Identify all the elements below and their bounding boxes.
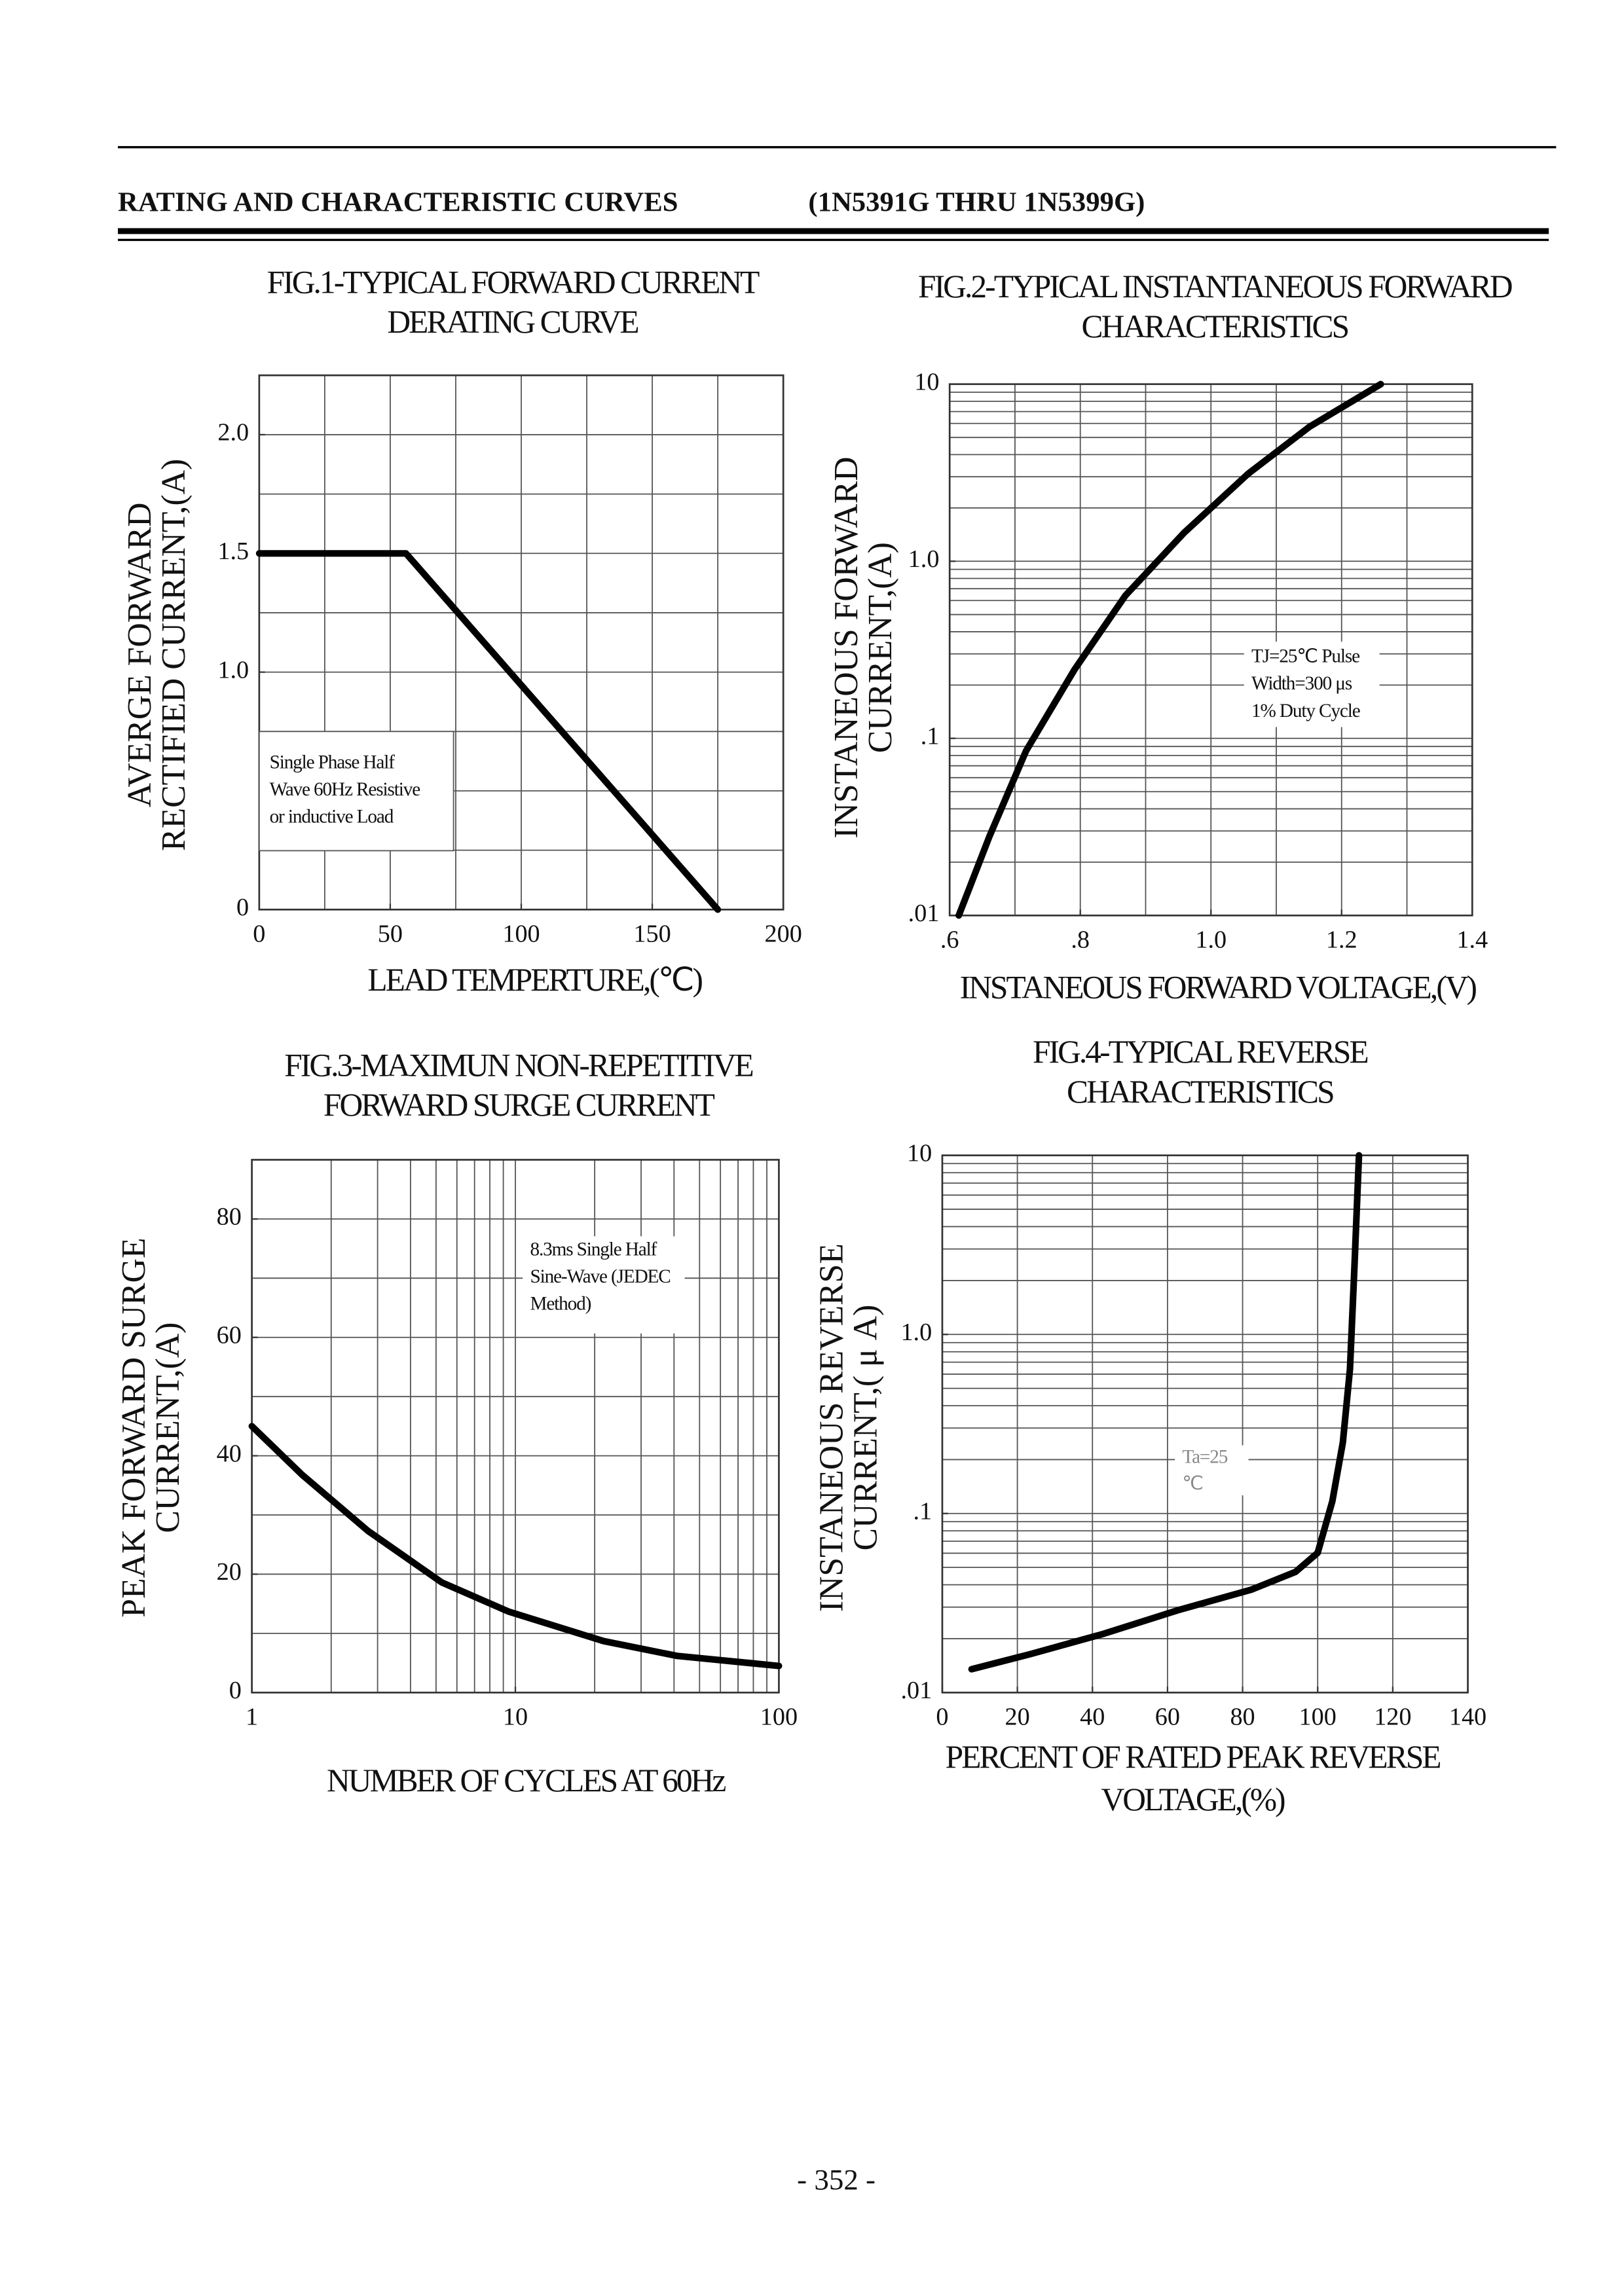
x-tick-label: 1.0 [1195,926,1227,954]
chart-title: FIG.3-MAXIMUN NON-REPETITIVE [284,1047,752,1083]
data-line [968,1152,1363,1673]
chart-title: FIG.1-TYPICAL FORWARD CURRENT [267,264,760,300]
x-tick-label: 140 [1449,1704,1486,1731]
y-tick-label: 1.0 [217,656,249,683]
y-tick-label: 60 [217,1322,242,1349]
header-title: RATING AND CHARACTERISTIC CURVES [118,187,678,217]
page-number: - 352 - [797,2163,876,2196]
chart-title: FIG.4-TYPICAL REVERSE [1033,1034,1368,1070]
x-axis-label: INSTANEOUS FORWARD VOLTAGE,(V) [960,969,1477,1005]
y-tick-label: 0 [229,1677,242,1704]
y-axis-label: INSTANEOUS FORWARD [828,457,865,839]
x-axis-label: LEAD TEMPERTURE,(℃) [367,962,702,998]
y-axis-label: AVERGE FORWARD [121,503,158,808]
y-tick-label: .1 [921,723,940,750]
x-tick-label: 40 [1080,1704,1105,1731]
x-tick-label: 1.4 [1456,926,1488,954]
x-tick-label: 120 [1374,1704,1411,1731]
annotation: Width=300 μs [1251,673,1352,694]
x-axis-label: VOLTAGE,(%) [1101,1781,1285,1817]
chart-title: DERATING CURVE [387,304,638,340]
x-tick-label: 100 [760,1704,798,1731]
x-tick-label: 100 [502,920,540,948]
annotation-box [1244,642,1380,727]
chart: .6 .8 1.0 1.2 1.4 .01 .1 1.0 10 TJ=25℃ Pulse Width… [828,268,1514,1005]
x-axis-label: PERCENT OF RATED PEAK REVERSE [946,1739,1441,1775]
y-tick-label: 80 [217,1203,242,1231]
y-axis-label: RECTIFIED CURRENT,(A) [155,459,193,851]
data-line [955,380,1384,919]
data-line [248,1423,783,1669]
chart: 0 50 100 150 200 0 1.0 1.5 2.0 Single Phase Half W… [121,264,802,998]
x-tick-label: 100 [1299,1704,1337,1731]
y-tick-label: 2.0 [217,419,249,446]
x-tick-label: 1.2 [1326,926,1357,954]
chart: 0 20 40 60 80 100 120 140 .01 .1 1.0 10 Ta=25 ℃ FIG.4-… [813,1034,1486,1817]
y-axis-label: PEAK FORWARD SURGE [115,1238,153,1618]
y-axis-label: INSTANEOUS REVERSE [813,1243,851,1612]
y-tick-label: .01 [908,900,940,927]
x-tick-label: 80 [1230,1704,1255,1731]
y-tick-label: 1.0 [908,545,940,573]
y-tick-label: .01 [900,1677,932,1704]
y-tick-label: .1 [913,1498,932,1525]
annotation-box [523,1236,685,1334]
y-axis-label: CURRENT,( μ A) [847,1305,884,1551]
x-tick-label: 0 [253,920,265,948]
chart: 1 10 100 0 20 40 60 80 8.3ms Single Half Sine-Wav… [115,1047,798,1798]
chart-title: CHARACTERISTICS [1082,308,1348,344]
y-tick-label: 1.5 [217,538,249,565]
y-tick-label: 0 [236,894,249,921]
annotation-box [1175,1445,1249,1496]
x-tick-label: 50 [378,920,403,948]
x-tick-label: 10 [503,1704,528,1731]
data-line [255,550,722,913]
annotation-box [258,731,454,852]
y-tick-label: 10 [907,1140,932,1167]
chart-title: FORWARD SURGE CURRENT [323,1087,715,1123]
y-tick-label: 20 [217,1558,242,1586]
x-tick-label: 20 [1005,1704,1030,1731]
annotation: ℃ [1182,1473,1203,1494]
annotation: Wave 60Hz Resistive [270,779,420,800]
annotation: or inductive Load [270,807,394,828]
annotation: Ta=25 [1182,1447,1227,1468]
x-tick-label: 150 [633,920,671,948]
header-subtitle: (1N5391G THRU 1N5399G) [808,187,1145,217]
y-tick-label: 10 [914,369,939,396]
x-tick-label: .6 [940,926,959,954]
x-axis-label: NUMBER OF CYCLES AT 60Hz [327,1762,726,1798]
annotation: 1% Duty Cycle [1251,701,1360,721]
y-tick-label: 40 [217,1440,242,1467]
annotation: TJ=25℃ Pulse [1251,646,1359,667]
y-axis-label: CURRENT,(A) [149,1322,187,1533]
annotation: Method) [530,1294,591,1315]
x-tick-label: 200 [765,920,802,948]
x-tick-label: 60 [1155,1704,1180,1731]
x-tick-label: 1 [246,1704,258,1731]
annotation: 8.3ms Single Half [530,1239,657,1260]
y-axis-label: CURRENT,(A) [862,542,899,753]
annotation: Sine-Wave (JEDEC [530,1266,670,1287]
chart-title: FIG.2-TYPICAL INSTANTANEOUS FORWARD [918,268,1512,304]
x-tick-label: .8 [1071,926,1090,954]
x-tick-label: 0 [936,1704,948,1731]
chart-title: CHARACTERISTICS [1067,1074,1333,1110]
annotation: Single Phase Half [270,752,396,773]
y-tick-label: 1.0 [900,1319,932,1346]
plot-frame [941,1154,1469,1694]
